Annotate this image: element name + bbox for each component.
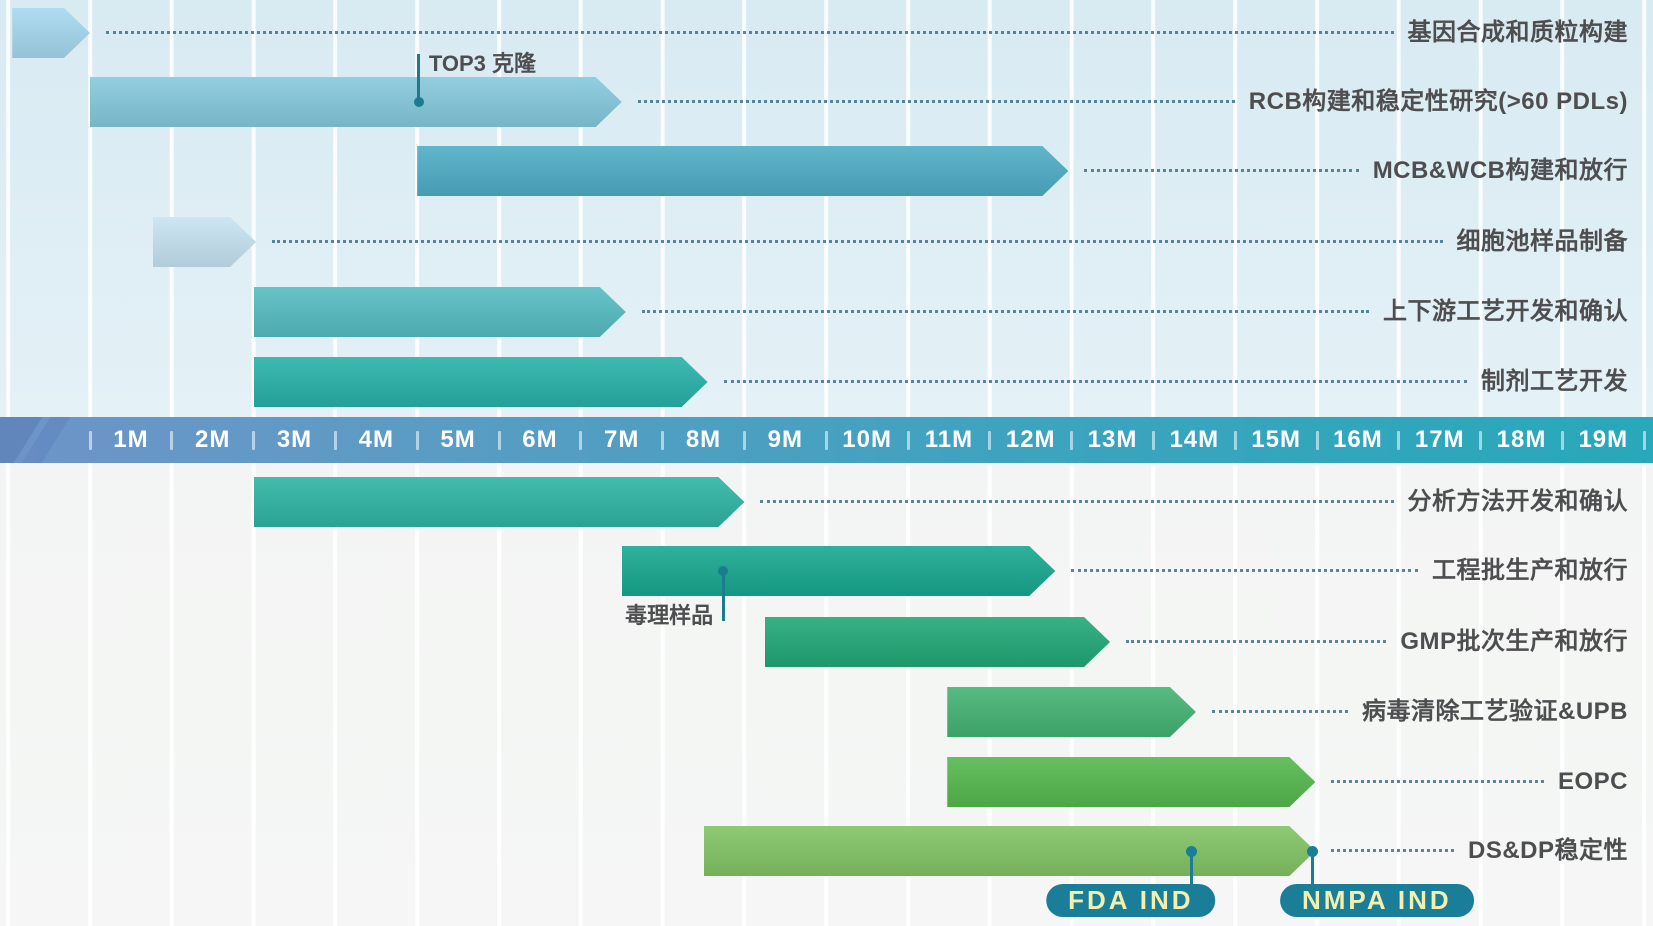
leader-line: [723, 380, 1467, 383]
task-label-cell-pool: 细胞池样品制备: [1456, 228, 1628, 255]
task-bar-rcb: [90, 77, 622, 127]
task-label-analytical: 分析方法开发和确认: [1407, 488, 1628, 515]
axis-month-label: 11M: [924, 426, 974, 453]
axis-tick-separator: [1233, 431, 1237, 450]
leader-line: [1071, 569, 1418, 572]
annotation-text-rcb: TOP3 克隆: [428, 51, 537, 76]
leader-line: [1126, 640, 1386, 643]
axis-month-label: 15M: [1251, 426, 1301, 453]
axis-tick-separator: [988, 431, 992, 450]
task-bar-up-downstream: [254, 287, 626, 337]
axis-tick-separator: [415, 431, 419, 450]
axis-month-label: 8M: [685, 426, 722, 453]
timeline-axis: 1M 2M 3M 4M 5M 6M 7M 8M 9M 10M 11M 12M 13M 14M 15M 16M 1…: [0, 417, 1653, 463]
task-bar-ds-dp-stability: [704, 826, 1316, 876]
milestone-dot: [1307, 845, 1319, 857]
task-label-engineering-batch: 工程批生产和放行: [1432, 557, 1628, 584]
leader-line: [1331, 780, 1544, 783]
task-bar-viral-clearance: [947, 687, 1196, 737]
axis-tick-separator: [333, 431, 337, 450]
milestone-stem: [1310, 851, 1314, 884]
upper-section-background: [0, 0, 1653, 417]
axis-month-label: 14M: [1169, 426, 1220, 453]
axis-tick-separator: [1397, 431, 1401, 450]
leader-line: [106, 31, 1394, 34]
task-bar-formulation: [254, 357, 708, 407]
leader-line: [1211, 710, 1348, 713]
leader-line: [641, 310, 1369, 313]
task-label-ds-dp-stability: DS&DP稳定性: [1467, 837, 1628, 864]
task-bar-engineering-batch: [622, 546, 1056, 596]
axis-tick-separator: [497, 431, 501, 450]
leader-line: [272, 240, 1443, 243]
axis-tick-separator: [1151, 431, 1155, 450]
axis-month-label: 16M: [1333, 426, 1383, 453]
milestone-dot: [1186, 845, 1198, 857]
axis-month-label: 10M: [842, 426, 892, 453]
axis-month-label: 19M: [1578, 426, 1629, 453]
axis-month-label: 7M: [604, 426, 640, 453]
axis-tick-separator: [1642, 431, 1646, 450]
task-bar-analytical: [254, 477, 745, 527]
task-bar-mcb-wcb: [417, 146, 1068, 196]
annotation-dot: [413, 97, 424, 107]
axis-tick-separator: [579, 431, 583, 450]
task-label-gmp-batch: GMP批次生产和放行: [1400, 628, 1628, 655]
leader-line: [760, 500, 1394, 503]
axis-tick-separator: [824, 431, 828, 450]
axis-tick-separator: [742, 431, 746, 450]
task-label-up-downstream: 上下游工艺开发和确认: [1383, 298, 1628, 325]
task-label-gene-synthesis: 基因合成和质粒构建: [1407, 19, 1628, 46]
axis-month-label: 2M: [195, 426, 231, 453]
leader-line: [1331, 849, 1454, 852]
axis-tick-separator: [252, 431, 256, 450]
leader-line: [637, 100, 1235, 103]
axis-tick-separator: [906, 431, 910, 450]
task-bar-gmp-batch: [765, 617, 1110, 667]
task-bar-eopc: [947, 757, 1315, 807]
axis-month-label: 13M: [1087, 426, 1138, 453]
axis-month-label: 17M: [1414, 426, 1465, 453]
axis-month-label: 4M: [358, 426, 394, 453]
axis-tick-separator: [1315, 431, 1319, 450]
task-label-viral-clearance: 病毒清除工艺验证&UPB: [1361, 698, 1628, 725]
axis-tick-separator: [661, 431, 665, 450]
annotation-dot: [718, 566, 729, 576]
axis-month-label: 5M: [440, 426, 476, 453]
axis-tick-separator: [1560, 431, 1564, 450]
axis-tick-separator: [88, 431, 92, 450]
axis-tick-separator: [1070, 431, 1074, 450]
task-bar-gene-synthesis: [12, 8, 90, 58]
annotation-line: [721, 571, 725, 621]
axis-tick-separator: [1479, 431, 1483, 450]
axis-month-label: 6M: [522, 426, 558, 453]
leader-line: [1084, 169, 1359, 172]
milestone-pill-fda-ind: FDA IND: [1046, 884, 1216, 917]
task-label-rcb: RCB构建和稳定性研究(>60 PDLs): [1248, 88, 1628, 115]
axis-month-label: 3M: [276, 426, 313, 453]
axis-month-label: 9M: [767, 426, 803, 453]
milestone-stem: [1189, 851, 1193, 884]
task-label-eopc: EOPC: [1557, 768, 1628, 795]
annotation-text-engineering-batch: 毒理样品: [625, 603, 714, 628]
task-label-formulation: 制剂工艺开发: [1481, 368, 1628, 395]
task-label-mcb-wcb: MCB&WCB构建和放行: [1372, 157, 1628, 184]
milestone-pill-nmpa-ind: NMPA IND: [1279, 884, 1474, 917]
axis-month-label: 12M: [1005, 426, 1056, 453]
axis-month-label: 1M: [113, 426, 149, 453]
axis-month-label: 18M: [1496, 426, 1547, 453]
axis-tick-separator: [170, 431, 174, 450]
annotation-line: [417, 54, 421, 102]
